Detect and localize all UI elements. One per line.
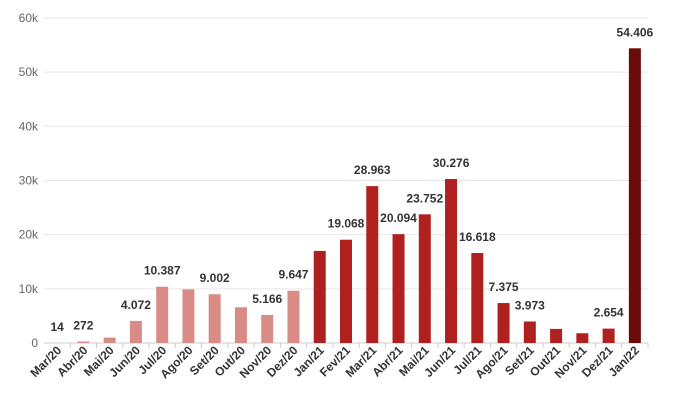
x-tick-label: Jan/22 (606, 343, 643, 380)
data-label: 14 (50, 320, 64, 334)
data-labels-layer: 14 272 4.072 10.387 9.002 5.166 9.647 19.068 28.… (50, 25, 653, 334)
y-axis-ticks: 0 10k 20k 30k 40k 50k 60k (19, 11, 39, 350)
data-label: 28.963 (354, 163, 391, 177)
data-label: 4.072 (121, 298, 151, 312)
bar (392, 234, 405, 343)
bar (445, 179, 458, 343)
y-tick-label: 60k (19, 11, 39, 25)
data-label: 23.752 (406, 191, 443, 205)
data-label: 9.647 (278, 268, 308, 282)
bar (156, 286, 169, 343)
data-label: 30.276 (433, 156, 470, 170)
bar (182, 289, 195, 343)
y-tick-label: 50k (19, 65, 39, 79)
y-tick-label: 20k (19, 228, 39, 242)
bar (366, 186, 379, 343)
bar (628, 48, 641, 343)
bar (77, 341, 90, 343)
bar (313, 250, 326, 343)
data-label: 7.375 (489, 280, 519, 294)
bars-layer (51, 48, 641, 343)
y-tick-label: 40k (19, 119, 39, 133)
data-label: 10.387 (144, 264, 181, 278)
bar (576, 333, 589, 343)
bar (234, 307, 247, 343)
bar (602, 328, 615, 343)
bar (340, 239, 352, 343)
bar (287, 290, 300, 343)
bar (418, 214, 431, 343)
bar (497, 303, 510, 343)
data-label: 272 (73, 319, 93, 333)
bar (523, 321, 536, 343)
x-axis-ticks: Mar/20Abr/20Mai/20Jun/20Jul/20Ago/20Set/… (27, 343, 649, 381)
bar (103, 337, 116, 343)
grid-layer (44, 17, 648, 344)
data-label: 54.406 (617, 25, 654, 39)
data-label: 5.166 (252, 292, 282, 306)
bar (261, 315, 274, 343)
data-label: 16.618 (459, 230, 496, 244)
y-tick-label: 10k (19, 282, 39, 296)
y-tick-label: 0 (31, 336, 38, 350)
bar (471, 252, 484, 343)
data-label: 19.068 (328, 217, 365, 231)
data-label: 20.094 (380, 211, 417, 225)
data-label: 9.002 (200, 271, 230, 285)
data-label: 2.654 (594, 306, 624, 320)
bar (550, 328, 563, 343)
data-label: 3.973 (515, 298, 545, 312)
bar (208, 294, 221, 343)
y-tick-label: 30k (19, 174, 39, 188)
bar (129, 320, 142, 343)
